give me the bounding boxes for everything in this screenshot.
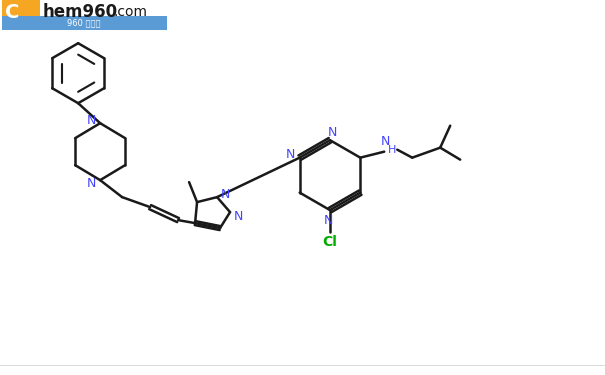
Text: N: N [381,135,390,148]
Text: 960 化工网: 960 化工网 [67,19,101,28]
Text: N: N [220,188,230,201]
Text: N: N [87,177,96,190]
Bar [2,16,167,30]
Text: N: N [286,148,295,161]
Text: N: N [87,114,96,127]
Text: hem960: hem960 [42,3,117,21]
Text: .com: .com [113,5,147,19]
Text: N: N [323,214,333,226]
Polygon shape [2,0,40,30]
Text: C: C [5,3,19,22]
Text: Cl: Cl [322,235,338,249]
Text: N: N [234,210,243,223]
Text: N: N [327,126,336,139]
Text: H: H [388,145,396,154]
